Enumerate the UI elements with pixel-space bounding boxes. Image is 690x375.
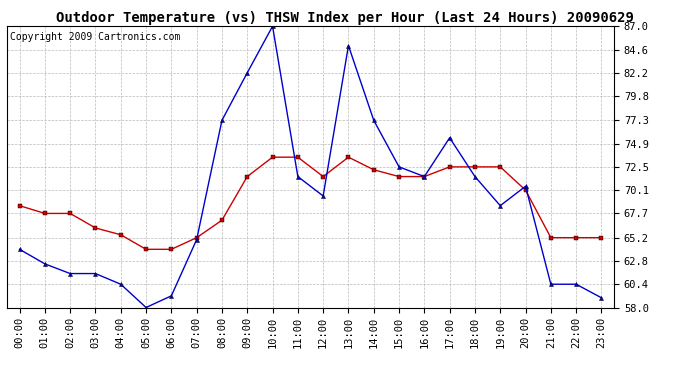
Text: Outdoor Temperature (vs) THSW Index per Hour (Last 24 Hours) 20090629: Outdoor Temperature (vs) THSW Index per … [56, 11, 634, 25]
Text: Copyright 2009 Cartronics.com: Copyright 2009 Cartronics.com [10, 32, 180, 42]
